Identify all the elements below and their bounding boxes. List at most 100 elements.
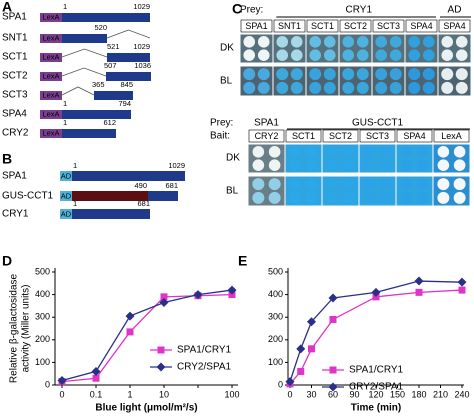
yeast-spot (453, 159, 466, 171)
bait-name: SCT1 (292, 131, 315, 141)
residue-number: 520 (94, 23, 107, 32)
prey-group: CRY1 (346, 5, 373, 16)
yeast-spot (416, 178, 429, 191)
yeast-spot (268, 146, 281, 158)
construct-bar (72, 209, 150, 219)
condition: BL (220, 76, 233, 87)
yeast-spot (453, 178, 466, 191)
marker (92, 374, 100, 382)
prey-group: AD (448, 5, 462, 16)
yeast-spot (356, 36, 369, 48)
x-axis-title: Blue light (μmol/m²/s) (95, 403, 197, 414)
bait-box (372, 19, 405, 33)
lexa-box (40, 72, 62, 81)
plate-cell (247, 175, 286, 207)
yeast-spot (453, 146, 466, 158)
yeast-spot (408, 36, 421, 48)
construct-bar (148, 191, 178, 201)
residue-number: 681 (165, 181, 178, 190)
prey-label: Prey: (240, 5, 263, 16)
tag: LexA (42, 109, 59, 118)
yeast-spot (326, 191, 339, 204)
bait-box (359, 129, 396, 143)
marker (228, 291, 236, 299)
bait-box (438, 19, 471, 33)
deleted-region (61, 48, 108, 58)
bait-name: SPA4 (410, 21, 432, 31)
yeast-spot (375, 49, 388, 61)
bait-label: Bait: (210, 131, 230, 142)
panel-label: A (2, 0, 12, 15)
yeast-spot (257, 49, 270, 61)
yeast-spot (309, 36, 322, 48)
yeast-spot (441, 36, 454, 48)
x-tick-label: 210 (433, 389, 448, 399)
ad-box (60, 191, 72, 201)
yeast-spot (323, 81, 336, 94)
plate-cell (432, 175, 471, 207)
legend-label: SPA1/CRY1 (349, 365, 404, 376)
yeast-spot (252, 146, 265, 158)
residue-number: 1 (63, 99, 67, 108)
y-tick-label: 100 (35, 357, 50, 367)
yeast-spot (363, 146, 376, 158)
row-name: SCT1 (2, 52, 28, 63)
bait-name: SPA4 (403, 131, 425, 141)
x-tick-label: 150 (390, 389, 405, 399)
x-tick-label: 240 (454, 389, 469, 399)
lexa-box (40, 13, 62, 22)
lexa-box (40, 53, 62, 62)
prey-group: GUS-CCT1 (352, 118, 404, 129)
y-tick-label: 500 (268, 266, 283, 276)
yeast-spot (342, 146, 355, 158)
residue-number: 490 (134, 181, 147, 190)
marker (308, 345, 315, 353)
yeast-spot (326, 146, 339, 158)
yeast-spot (379, 178, 392, 191)
tag: LexA (42, 71, 59, 80)
bait-name: SCT3 (377, 21, 400, 31)
yeast-spot (408, 49, 421, 61)
yeast-spot (243, 68, 256, 81)
yeast-spot (422, 81, 435, 94)
residue-number: 794 (118, 99, 131, 108)
yeast-spot (257, 68, 270, 81)
yeast-spot (326, 159, 339, 171)
yeast-spot (400, 191, 413, 204)
plate-cell (247, 143, 286, 174)
residue-number: 521 (107, 42, 120, 51)
yeast-spot (268, 159, 281, 171)
y-tick-label: 500 (35, 266, 50, 276)
plate-cell (432, 143, 471, 174)
bait-box (273, 19, 306, 33)
yeast-spot (437, 191, 450, 204)
yeast-spot (290, 81, 303, 94)
plate-cell (284, 175, 323, 207)
marker (329, 366, 337, 374)
yeast-spot (356, 81, 369, 94)
residue-number: 1036 (134, 61, 151, 70)
x-tick-label: 90 (349, 389, 359, 399)
yeast-spot (342, 49, 355, 61)
marker (296, 344, 306, 354)
tag: LexA (42, 90, 59, 99)
series-line (61, 293, 233, 383)
plate-cell (321, 143, 360, 174)
yeast-spot (422, 68, 435, 81)
deleted-region (61, 67, 107, 77)
yeast-spot (243, 36, 256, 48)
construct-bar (106, 72, 151, 81)
residue-number: 1029 (133, 42, 150, 51)
marker (372, 293, 380, 301)
bait-name: SNT1 (278, 21, 301, 31)
yeast-spot (309, 81, 322, 94)
yeast-spot (379, 146, 392, 158)
yeast-spot (363, 178, 376, 191)
yeast-spot (243, 49, 256, 61)
marker (157, 346, 165, 354)
yeast-spot (379, 159, 392, 171)
yeast-spot (252, 191, 265, 204)
yeast-spot (276, 81, 289, 94)
residue-number: 1 (63, 2, 67, 11)
panel-label: C (232, 1, 242, 17)
